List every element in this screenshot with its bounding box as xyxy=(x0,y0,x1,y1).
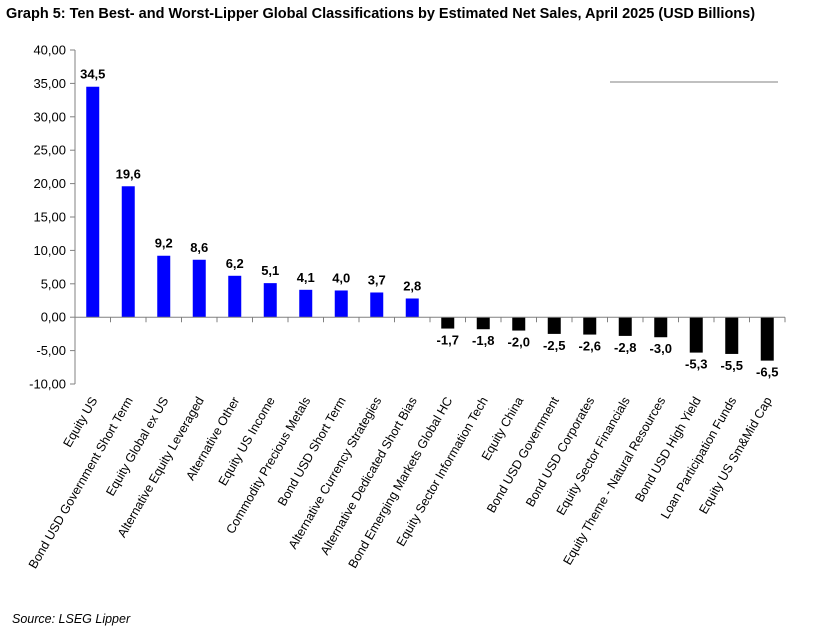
y-tick-label: 0,00 xyxy=(41,310,66,325)
bar xyxy=(476,317,490,330)
y-tick-label: 5,00 xyxy=(41,276,66,291)
bar-value-label: 5,1 xyxy=(261,263,279,278)
bar-value-label: -5,5 xyxy=(721,358,743,373)
bar-value-label: -3,0 xyxy=(650,341,672,356)
bar-value-label: 2,8 xyxy=(403,278,421,293)
bar-value-label: 6,2 xyxy=(226,256,244,271)
bar-value-label: 19,6 xyxy=(116,166,141,181)
bar xyxy=(547,317,561,334)
value-labels: 34,5 19,6 9,2 8,6 6,2 5,1 4,1 4,0 3,7 2,8 -1,7 -1,8… xyxy=(80,67,778,380)
y-tick-label: -10,00 xyxy=(29,377,66,392)
bar-value-label: 4,0 xyxy=(332,270,350,285)
y-tick-label: 35,00 xyxy=(33,76,66,91)
y-tick-label: -5,00 xyxy=(36,343,66,358)
bar xyxy=(192,259,206,318)
chart-title: Graph 5: Ten Best- and Worst-Lipper Glob… xyxy=(6,6,756,22)
bar xyxy=(512,317,526,331)
bar xyxy=(405,298,419,318)
bar-value-label: -6,5 xyxy=(756,365,778,380)
bar-value-label: 3,7 xyxy=(368,272,386,287)
y-tick-label: 30,00 xyxy=(33,109,66,124)
bar xyxy=(725,317,739,354)
category-label: Bond USD Short Term xyxy=(275,395,349,509)
bar xyxy=(618,317,632,336)
bar xyxy=(441,317,455,329)
bar xyxy=(370,292,384,318)
category-label: Equity Global ex US xyxy=(103,395,171,499)
x-axis xyxy=(74,316,786,323)
bar xyxy=(121,186,135,318)
bar-value-label: 9,2 xyxy=(155,236,173,251)
bars xyxy=(86,86,774,361)
y-tick-label: 25,00 xyxy=(33,143,66,158)
bar-value-label: -2,5 xyxy=(543,338,565,353)
bar xyxy=(263,283,277,318)
bar-value-label: -5,3 xyxy=(685,357,707,372)
bar-value-label: -1,7 xyxy=(437,333,459,348)
bar xyxy=(689,317,703,353)
y-axis: 40,00 35,00 30,00 25,00 20,00 15,00 10,00 5,00 0… xyxy=(29,43,76,392)
bar-value-label: -2,0 xyxy=(508,335,530,350)
bar-value-label: 34,5 xyxy=(80,67,105,82)
bar xyxy=(228,275,242,318)
bar xyxy=(157,255,171,318)
bar xyxy=(334,290,348,318)
bar-value-label: 8,6 xyxy=(190,240,208,255)
category-label: Equity US xyxy=(60,395,100,450)
bar-value-label: -2,6 xyxy=(579,339,601,354)
bar xyxy=(86,86,100,318)
bar-value-label: 4,1 xyxy=(297,270,315,285)
y-tick-label: 40,00 xyxy=(33,43,66,58)
bar xyxy=(299,289,313,318)
bar xyxy=(583,317,597,335)
bar-value-label: -2,8 xyxy=(614,340,636,355)
bar-value-label: -1,8 xyxy=(472,333,494,348)
category-label: Bond USD High Yield xyxy=(632,394,704,504)
source-note: Source: LSEG Lipper xyxy=(12,612,131,626)
y-tick-label: 15,00 xyxy=(33,210,66,225)
y-tick-label: 20,00 xyxy=(33,176,66,191)
bar xyxy=(654,317,668,338)
y-tick-label: 10,00 xyxy=(33,243,66,258)
category-label: Bond USD Corporates xyxy=(523,395,597,510)
bar xyxy=(760,317,774,361)
